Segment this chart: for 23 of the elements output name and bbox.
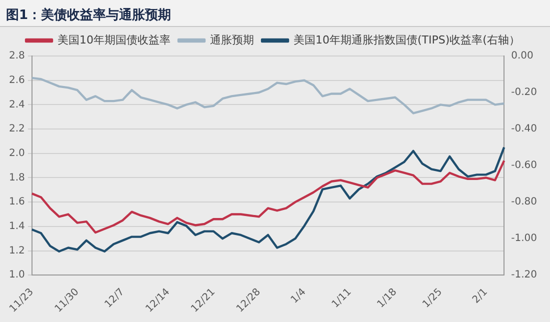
y2-tick-label: -0.60	[511, 160, 537, 172]
y-tick-label: 2.2	[8, 124, 25, 135]
y-tick-label: 1.0	[8, 270, 25, 281]
y2-tick-label: -0.20	[511, 87, 537, 98]
y2-tick-label: 0.00	[511, 50, 534, 62]
y-tick-label: 1.4	[8, 221, 25, 232]
y-tick-label: 1.8	[8, 172, 25, 184]
legend-label: 美国10年期国债收益率	[58, 33, 171, 46]
y-tick-label: 2.6	[8, 74, 25, 86]
y-tick-label: 2.0	[8, 148, 25, 159]
y-tick-label: 2.4	[8, 99, 25, 110]
chart-title: 图1：美债收益率与通胀预期	[0, 0, 550, 27]
legend-label: 通胀预期	[210, 33, 254, 46]
y2-tick-label: -1.00	[511, 233, 537, 244]
legend-label: 美国10年期通胀指数国债(TIPS)收益率(右轴）	[294, 33, 520, 46]
y2-tick-label: -1.20	[511, 270, 537, 281]
y-tick-label: 1.2	[8, 245, 25, 256]
x-tick-label: 2/1	[470, 286, 490, 306]
y-tick-label: 2.8	[8, 50, 25, 62]
y2-tick-label: -0.80	[511, 196, 537, 208]
y2-tick-label: -0.40	[511, 124, 537, 135]
y-tick-label: 1.6	[8, 196, 25, 208]
x-tick-label: 1/4	[289, 286, 308, 306]
